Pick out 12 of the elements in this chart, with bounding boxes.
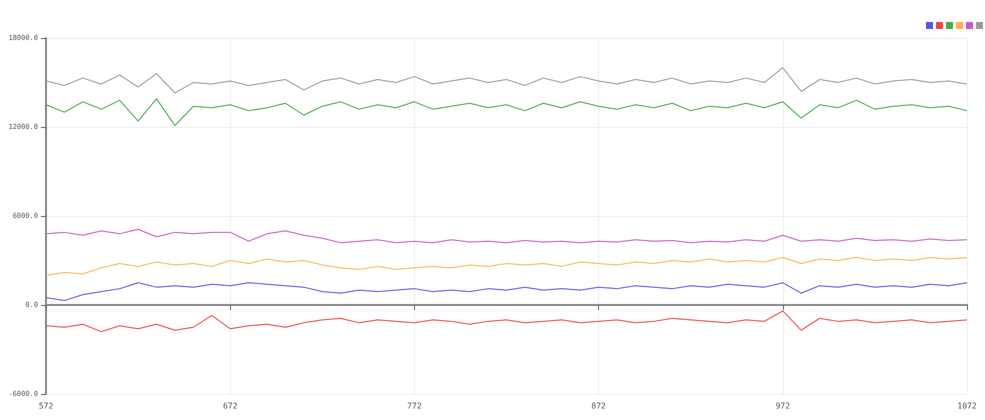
x-tick-label: 572 (38, 402, 54, 410)
line-series (46, 282, 968, 302)
line-series (46, 67, 968, 94)
x-tick-label: 1072 (957, 402, 977, 410)
x-tick-label: 872 (591, 402, 606, 410)
line-series (46, 257, 968, 276)
line-series (46, 98, 968, 126)
x-tick-label: 772 (407, 402, 422, 410)
line-series (46, 310, 968, 332)
line-series (46, 228, 968, 244)
x-tick-label: 672 (222, 402, 238, 410)
x-tick-label: 972 (776, 402, 790, 410)
